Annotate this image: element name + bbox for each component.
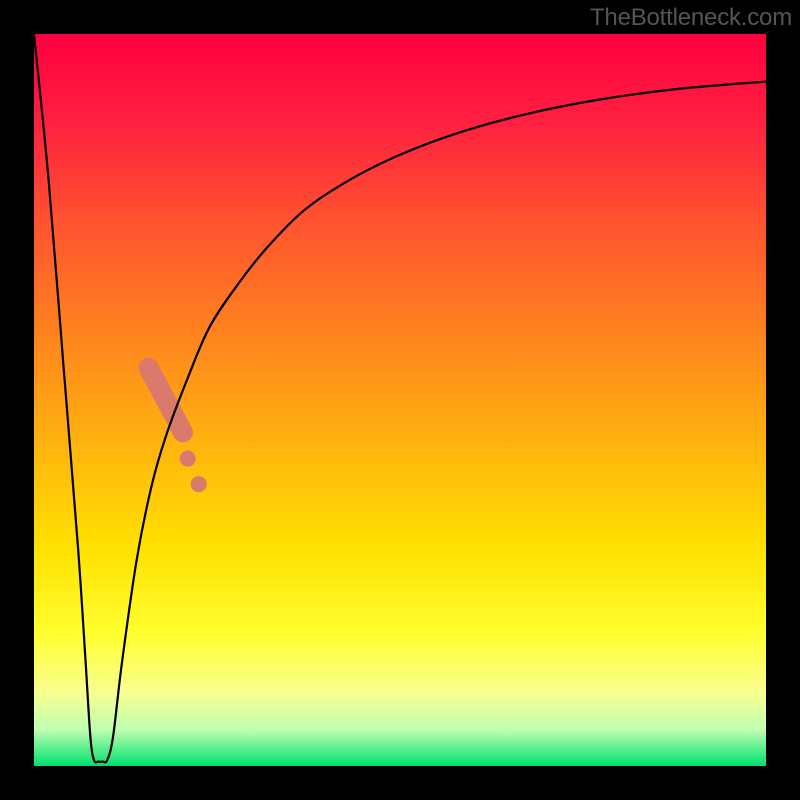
plot-gradient-bg <box>34 34 766 766</box>
watermark-text: TheBottleneck.com <box>590 4 792 32</box>
chart-svg <box>0 0 800 800</box>
curve-marker-dot <box>191 476 207 492</box>
curve-marker-dot <box>180 451 196 467</box>
